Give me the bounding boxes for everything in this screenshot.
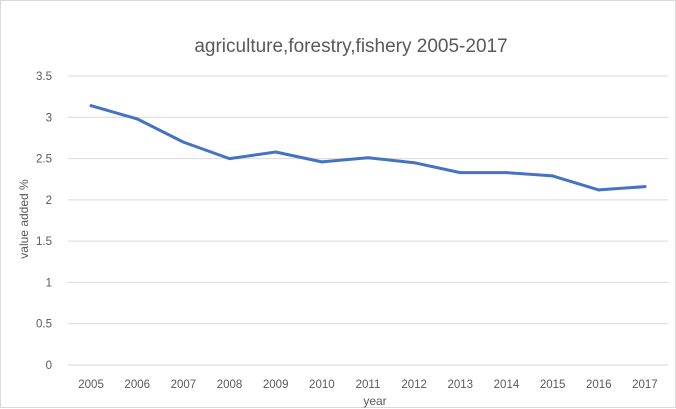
- data-point: [135, 117, 139, 121]
- chart-title: agriculture,forestry,fishery 2005-2017: [194, 36, 507, 57]
- data-point: [551, 174, 555, 178]
- y-tick-label: 0: [46, 360, 52, 372]
- y-tick-label: 2: [46, 195, 52, 207]
- data-point: [89, 104, 93, 108]
- data-point: [597, 188, 601, 192]
- x-tick-label: 2008: [217, 379, 243, 391]
- x-tick-label: 2005: [78, 379, 104, 391]
- x-tick-label: 2007: [171, 379, 197, 391]
- x-tick-label: 2010: [309, 379, 335, 391]
- x-tick-label: 2009: [263, 379, 289, 391]
- gridlines: [68, 75, 668, 366]
- data-point: [504, 171, 508, 175]
- y-axis-label: value added %: [17, 179, 31, 259]
- y-tick-label: 3.5: [36, 71, 52, 83]
- x-tick-label: 2011: [356, 379, 381, 391]
- series-line: [89, 104, 647, 192]
- data-point: [181, 140, 185, 144]
- y-tick-label: 2.5: [36, 154, 52, 166]
- y-tick-label: 1: [46, 277, 52, 289]
- x-axis-ticks: 2005 2006 2007 2008 2009 2010 2011 2012 2013 2014…: [78, 379, 657, 391]
- y-tick-label: 3: [46, 112, 52, 124]
- x-tick-label: 2016: [586, 379, 612, 391]
- x-tick-label: 2015: [540, 379, 566, 391]
- x-tick-label: 2017: [632, 379, 658, 391]
- data-point: [458, 171, 462, 175]
- data-point: [228, 157, 232, 161]
- data-point: [643, 185, 647, 189]
- data-point: [412, 161, 416, 165]
- x-tick-label: 2014: [494, 379, 520, 391]
- series-layer: [89, 104, 647, 192]
- data-point: [366, 156, 370, 160]
- data-point: [320, 160, 324, 164]
- data-point: [274, 150, 278, 154]
- x-tick-label: 2006: [124, 379, 150, 391]
- x-axis-label: year: [363, 394, 386, 408]
- x-tick-label: 2013: [448, 379, 474, 391]
- y-tick-label: 1.5: [36, 236, 52, 248]
- x-tick-label: 2012: [401, 379, 427, 391]
- y-tick-label: 0.5: [36, 319, 52, 331]
- y-axis-ticks: 0 0.5 1 1.5 2 2.5 3 3.5: [36, 71, 52, 372]
